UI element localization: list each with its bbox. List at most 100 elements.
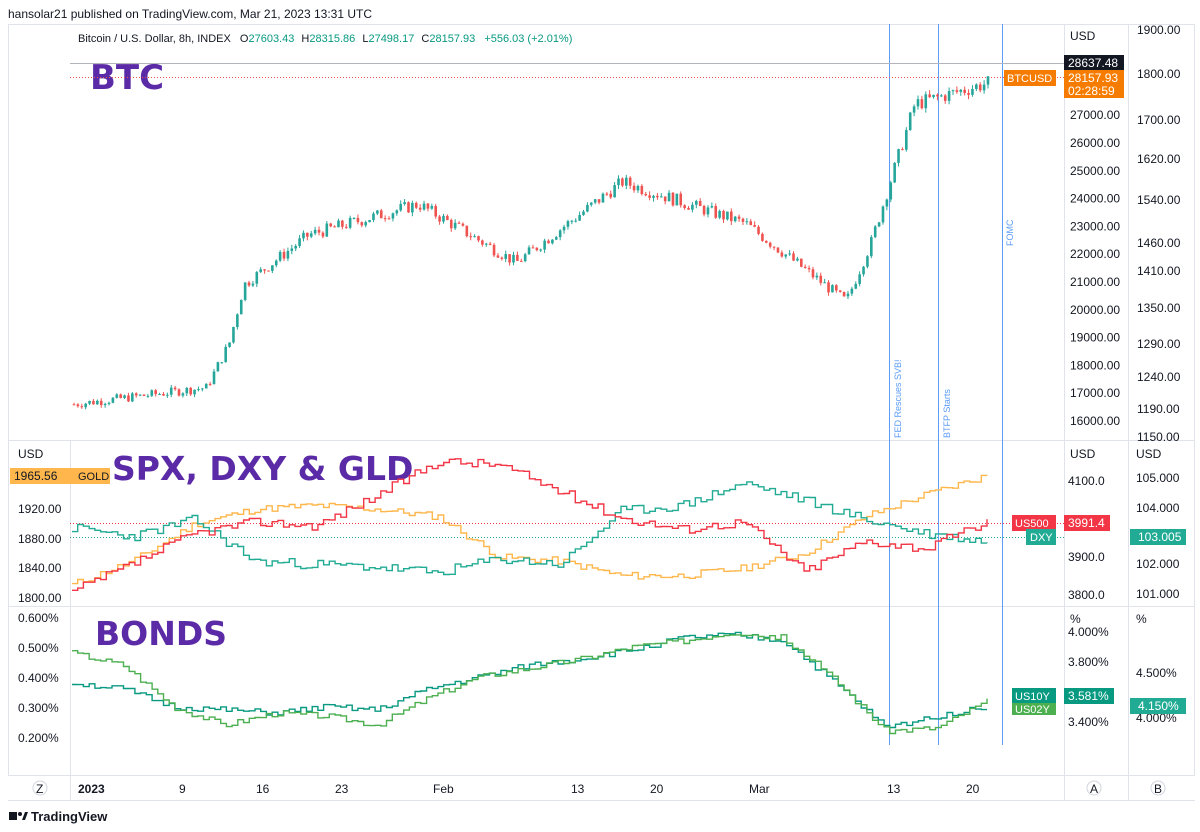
btc-candle-body [940, 95, 943, 97]
us10y-tag-label: US10Y [1015, 691, 1051, 703]
btc-candle-body [912, 106, 916, 113]
btc-candle-body [951, 90, 955, 92]
btc-candle-body [278, 251, 282, 261]
btc-axis-tick: 19000.00 [1070, 331, 1120, 345]
btc-candle-body [138, 394, 142, 396]
btc-candle-body [574, 220, 578, 222]
btc-candle-body [376, 210, 379, 214]
annotation-fed: FED Rescues SVB! [893, 359, 903, 438]
btc-candle-body [228, 342, 231, 347]
axis-button-a-circle[interactable] [1086, 780, 1102, 796]
us500-tag-value-bg [1064, 515, 1110, 531]
gold-axis-tick: 1700.00 [1137, 113, 1181, 127]
btc-candle-body [609, 193, 613, 198]
btc-candle-body [523, 254, 527, 262]
btc-candle-body [589, 202, 593, 205]
btc-candle-body [694, 200, 698, 205]
btc-candle-body [426, 203, 430, 209]
us02y-line [72, 634, 988, 735]
btc-candle-body [920, 99, 924, 109]
btc-candle-body [982, 84, 986, 91]
btc-candles [72, 76, 990, 410]
btc-candle-body [239, 299, 243, 315]
gold-axis-tick: 1350.00 [1137, 301, 1181, 315]
publish-header: hansolar21 published on TradingView.com,… [8, 7, 373, 21]
btc-candle-body [924, 94, 928, 109]
gold-axis-tick: 1190.00 [1137, 402, 1180, 416]
gold-axis-tick: 1240.00 [1137, 370, 1181, 384]
btc-candle-body [597, 199, 601, 203]
btc-candle-body [761, 233, 764, 241]
us02y-tag-value: 4.150% [1138, 699, 1179, 713]
btc-price-axis: 16000.00 17000.00 18000.00 19000.00 20000.00… [1070, 53, 1120, 428]
btc-candle-body [403, 202, 406, 205]
btc-candle-body [88, 400, 91, 404]
btc-candle-body [881, 206, 885, 223]
btc-candle-body [519, 260, 523, 262]
zoom-button-circle[interactable] [32, 780, 48, 796]
zoom-button-z[interactable]: Z [36, 782, 43, 796]
btc-c-value: 28157.93 [429, 33, 475, 45]
bonds-series [72, 631, 988, 735]
btc-candle-body [586, 204, 589, 212]
btc-candle-body [333, 226, 336, 228]
btc-candle-body [383, 218, 387, 220]
btc-candle-body [551, 239, 554, 244]
btc-candle-body [271, 265, 274, 271]
btc-price-tag-text: 28157.93 [1068, 71, 1118, 85]
mid-left-tick: 1840.00 [18, 561, 62, 575]
btc-candle-body [290, 248, 294, 251]
btc-candle-body [488, 243, 492, 245]
btc-candle-body [473, 236, 476, 238]
mid-currency-r1: USD [1070, 447, 1096, 461]
btc-candle-body [414, 202, 418, 208]
mid-big-title: SPX, DXY & GLD [112, 449, 413, 488]
btc-candle-body [827, 282, 830, 293]
btc-candle-body [208, 383, 212, 385]
btc-candle-body [317, 229, 321, 233]
btc-symbol-tag [1004, 70, 1056, 86]
annotation-btfp: BTFP Starts [942, 389, 952, 438]
btc-candle-body [274, 260, 278, 266]
btc-candle-body [636, 185, 640, 191]
btc-candle-body [146, 395, 150, 397]
axis-button-a[interactable]: A [1090, 782, 1098, 796]
btc-candle-body [605, 193, 609, 195]
btc-candle-body [893, 162, 896, 183]
btc-candle-body [908, 112, 912, 131]
btc-candle-body [815, 275, 819, 278]
btc-candle-body [621, 178, 624, 186]
btc-axis-tick: 23000.00 [1070, 219, 1120, 233]
btc-candle-body [737, 216, 741, 219]
btc-candle-body [640, 185, 644, 195]
btc-candle-body [527, 247, 531, 255]
btc-candle-body [80, 406, 84, 408]
btc-candle-body [947, 90, 951, 101]
btc-candle-body [103, 403, 107, 406]
btc-candle-body [220, 362, 224, 364]
btc-candle-body [730, 211, 733, 222]
mid-axes: 1920.00 1880.00 1840.00 1800.00 4100.0 3900.0… [18, 471, 1180, 605]
btc-candle-body [877, 222, 881, 227]
btc-candle-body [613, 185, 616, 198]
dxy-axis-tick: 101.000 [1136, 587, 1180, 601]
btc-candle-body [535, 247, 539, 251]
time-axis-tick: 13 [887, 782, 901, 796]
btc-candle-body [418, 207, 422, 210]
btc-high-tag [1064, 55, 1124, 71]
btc-candle-body [978, 84, 982, 91]
btc-candle-body [185, 387, 189, 394]
btc-candle-body [251, 283, 255, 286]
axis-button-b-circle[interactable] [1150, 780, 1166, 796]
btc-candle-body [547, 240, 550, 244]
mid-left-tick: 1920.00 [18, 502, 62, 516]
axis-button-b[interactable]: B [1154, 782, 1162, 796]
btc-candle-body [76, 404, 80, 407]
us10y-tag-value: 3.581% [1068, 689, 1109, 703]
btc-axis-tick: 26000.00 [1070, 136, 1120, 150]
btc-candle-body [177, 389, 181, 396]
btc-candle-body [652, 195, 655, 198]
gold-axis-tick: 1150.00 [1137, 430, 1180, 444]
spx-axis-tick: 3900.0 [1068, 550, 1105, 564]
